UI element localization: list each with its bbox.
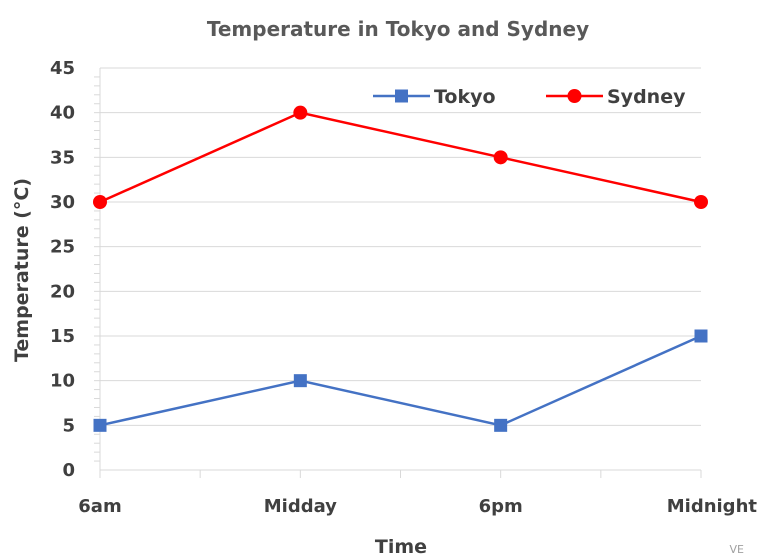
data-point-tokyo-3 [694, 329, 708, 343]
x-tick-label-6pm: 6pm [479, 496, 523, 517]
y-tick-label-35: 35 [50, 147, 75, 168]
series-line-tokyo [99, 334, 702, 427]
x-tick-labels: 6am Midday 6pm Midnight [78, 496, 757, 517]
y-tick-label-25: 25 [50, 237, 75, 258]
legend-marker-sydney [567, 89, 582, 103]
y-axis-title: Temperature (°C) [11, 178, 33, 362]
series-layer [93, 105, 708, 432]
data-point-sydney-2 [493, 150, 508, 165]
y-tick-label-30: 30 [50, 192, 75, 213]
data-point-sydney-3 [694, 195, 708, 209]
legend-label-sydney: Sydney [607, 86, 686, 108]
legend-marker-tokyo [395, 89, 408, 103]
x-tick-label-6am: 6am [78, 496, 121, 517]
data-point-tokyo-1 [293, 374, 307, 388]
y-tick-labels: 0 5 10 15 20 25 30 35 40 45 [50, 58, 75, 481]
series-line-sydney [99, 111, 702, 204]
x-axis-title: Time [375, 536, 427, 556]
y-tick-label-45: 45 [50, 58, 75, 79]
axes [99, 68, 702, 478]
y-tick-label-10: 10 [50, 371, 75, 392]
y-tick-label-20: 20 [50, 281, 75, 302]
x-tick-label-midday: Midday [264, 496, 337, 517]
y-tick-label-40: 40 [50, 103, 75, 124]
y-tick-label-5: 5 [62, 415, 75, 436]
corner-watermark: VE [730, 543, 745, 556]
legend: Tokyo Sydney [373, 86, 686, 108]
data-point-tokyo-2 [494, 418, 508, 432]
legend-label-tokyo: Tokyo [434, 86, 496, 108]
data-point-sydney-1 [293, 105, 308, 120]
y-tick-label-0: 0 [62, 460, 75, 481]
y-tick-label-15: 15 [50, 326, 75, 347]
minor-tick-marks [94, 76, 100, 462]
data-point-sydney-0 [93, 195, 107, 209]
gridlines [100, 67, 701, 426]
chart-title: Temperature in Tokyo and Sydney [207, 17, 589, 41]
x-tick-label-midnight: Midnight [667, 496, 758, 517]
data-point-tokyo-0 [93, 418, 107, 432]
